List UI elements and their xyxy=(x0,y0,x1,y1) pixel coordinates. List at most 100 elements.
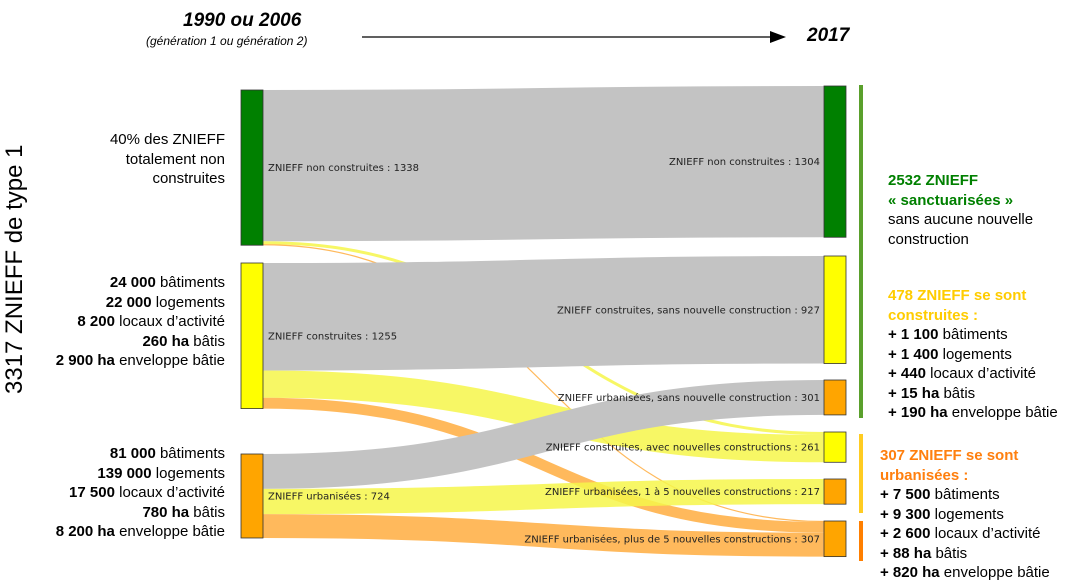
node-label: ZNIEFF construites, sans nouvelle constr… xyxy=(557,305,820,316)
node-label: ZNIEFF urbanisées, 1 à 5 nouvelles const… xyxy=(545,486,820,498)
node-R1 xyxy=(823,85,847,238)
left-label-construites: 24 000 bâtiments 22 000 logements 8 200 lo… xyxy=(56,273,225,371)
label-line: + 7 500 bâtiments xyxy=(880,485,1050,505)
value-unit: enveloppe bâtie xyxy=(947,404,1058,421)
block-line: sans aucune nouvelle xyxy=(888,211,1034,228)
label-line: 81 000 bâtiments xyxy=(56,444,225,464)
label-line: + 9 300 logements xyxy=(880,505,1050,525)
value-bold: + 190 ha xyxy=(888,404,948,421)
label-line: + 88 ha bâtis xyxy=(880,544,1050,564)
node-L1 xyxy=(240,89,264,246)
block-line: construction xyxy=(888,230,969,248)
node-label: ZNIEFF construites : 1255 xyxy=(268,331,397,342)
value-unit: logements xyxy=(938,345,1012,363)
node-L2 xyxy=(240,262,264,409)
value-unit: enveloppe bâtie xyxy=(939,564,1050,581)
label-line: 260 ha bâtis xyxy=(56,332,225,352)
value-bold: 260 ha xyxy=(142,332,190,350)
label-line: totalement non xyxy=(125,150,225,168)
label-line: 2 900 ha enveloppe bâtie xyxy=(56,351,225,371)
value-unit: logements xyxy=(930,505,1004,523)
vertical-title: 3317 ZNIEFF de type 1 xyxy=(1,144,28,394)
start-year: 1990 ou 2006 xyxy=(183,10,302,31)
value-unit: enveloppe bâtie xyxy=(114,352,225,369)
node-R6 xyxy=(823,520,847,558)
label-line: + 1 400 logements xyxy=(888,345,1058,365)
node-R5 xyxy=(823,478,847,505)
node-label: ZNIEFF non construites : 1304 xyxy=(669,157,820,168)
label-line: 22 000 logements xyxy=(56,293,225,313)
label-line: 8 200 locaux d’activité xyxy=(56,312,225,332)
value-bold: + 2 600 xyxy=(880,525,931,542)
block-title: construites : xyxy=(888,306,979,324)
value-unit: bâtiments xyxy=(155,445,225,462)
label-line: 17 500 locaux d’activité xyxy=(56,483,225,503)
value-bold: 81 000 xyxy=(109,445,156,462)
value-unit: locaux d’activité xyxy=(925,365,1037,382)
label-line: construites xyxy=(152,170,225,187)
value-unit: bâtis xyxy=(189,503,225,521)
left-label-non-construites: 40% des ZNIEFF totalement non construite… xyxy=(110,130,225,189)
block-title: « sanctuarisées » xyxy=(888,191,1014,209)
value-unit: logements xyxy=(151,293,225,311)
arrow-head-icon xyxy=(770,31,786,43)
flow-link-L2-R4 xyxy=(262,370,825,463)
left-label-urbanisees: 81 000 bâtiments 139 000 logements 17 500 … xyxy=(56,444,225,542)
label-line: + 2 600 locaux d’activité xyxy=(880,524,1050,544)
start-year-subtitle: (génération 1 ou génération 2) xyxy=(146,34,308,48)
node-R4 xyxy=(823,431,847,463)
value-bold: 8 200 ha xyxy=(55,523,115,540)
value-bold: 780 ha xyxy=(142,503,190,521)
value-bold: 139 000 xyxy=(97,464,152,482)
flow-link-L3-R5 xyxy=(262,479,825,515)
label-line: 780 ha bâtis xyxy=(56,503,225,523)
value-unit: enveloppe bâtie xyxy=(114,523,225,540)
block-sanctuarisees: 2532 ZNIEFF « sanctuarisées » sans aucun… xyxy=(888,171,1033,249)
label-line: 139 000 logements xyxy=(56,464,225,484)
node-L3 xyxy=(240,453,264,539)
value-bold: + 440 xyxy=(888,365,926,382)
label-line: 8 200 ha enveloppe bâtie xyxy=(56,522,225,542)
flow-link-L1-R6 xyxy=(262,244,825,523)
yellow-bracket-bar xyxy=(859,434,863,513)
value-bold: + 7 500 xyxy=(880,486,931,503)
value-unit: bâtiments xyxy=(930,486,1000,503)
node-R2 xyxy=(823,255,847,364)
value-bold: + 15 ha xyxy=(888,384,940,402)
value-unit: bâtis xyxy=(939,384,976,402)
value-unit: logements xyxy=(151,464,225,482)
value-bold: + 88 ha xyxy=(880,544,932,562)
block-title: urbanisées : xyxy=(880,466,969,484)
green-bracket-bar xyxy=(859,85,863,418)
value-bold: 2 900 ha xyxy=(55,352,115,369)
flow-link-L3-R6 xyxy=(262,514,825,557)
flow-link-L3-R3 xyxy=(262,380,825,489)
value-bold: 8 200 xyxy=(77,313,115,330)
flow-link-L2-R6 xyxy=(262,397,825,533)
block-construites: 478 ZNIEFF se sont construites : + 1 100 b… xyxy=(888,286,1058,423)
node-label: ZNIEFF urbanisées : 724 xyxy=(268,490,390,502)
node-label: ZNIEFF urbanisées, plus de 5 nouvelles c… xyxy=(524,533,820,545)
block-title: 478 ZNIEFF se sont xyxy=(888,287,1027,304)
value-unit: bâtis xyxy=(189,332,225,350)
value-unit: locaux d’activité xyxy=(114,313,225,330)
node-label: ZNIEFF construites, avec nouvelles const… xyxy=(546,443,820,454)
block-title: 307 ZNIEFF se sont xyxy=(880,447,1019,464)
block-title: 2532 ZNIEFF xyxy=(888,172,979,189)
value-bold: 17 500 xyxy=(69,484,115,501)
value-bold: + 1 100 xyxy=(888,326,939,343)
label-line: 24 000 bâtiments xyxy=(56,273,225,293)
value-bold: + 820 ha xyxy=(880,564,940,581)
end-year: 2017 xyxy=(807,25,850,46)
label-line: + 190 ha enveloppe bâtie xyxy=(888,403,1058,423)
label-line: 40% des ZNIEFF xyxy=(109,131,225,148)
value-unit: bâtiments xyxy=(155,274,225,291)
value-bold: 24 000 xyxy=(109,274,156,291)
node-R3 xyxy=(823,379,847,416)
value-unit: bâtis xyxy=(931,544,968,562)
value-bold: + 9 300 xyxy=(880,505,931,523)
label-line: + 1 100 bâtiments xyxy=(888,325,1058,345)
node-label: ZNIEFF non construites : 1338 xyxy=(268,163,419,174)
value-unit: locaux d’activité xyxy=(930,525,1041,542)
